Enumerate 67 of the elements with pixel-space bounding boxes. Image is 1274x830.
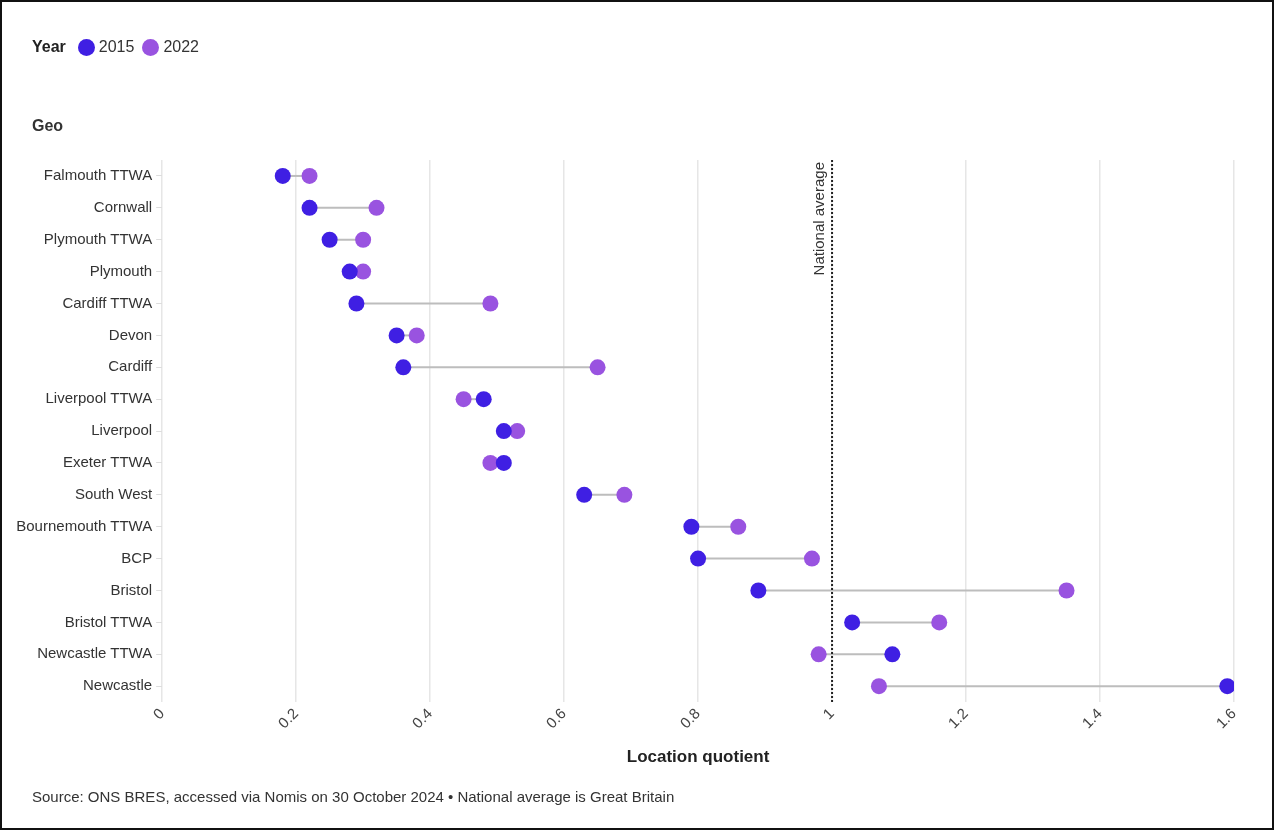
point [683,518,700,535]
y-tick-label: Newcastle TTWA [37,644,153,662]
point [884,646,901,663]
point [495,423,512,440]
y-tick-label: Bristol TTWA [64,612,153,630]
y-tick-label: Newcastle [82,676,153,694]
legend-label: 2015 [98,38,135,56]
point [803,550,820,567]
point [616,486,633,503]
point [750,582,767,599]
point [475,391,492,408]
legend-title: Year [32,38,66,56]
x-tick-label: 0 [149,704,168,723]
y-axis-title: Geo [32,117,64,135]
point [368,199,385,216]
y-tick-label: South West [74,484,153,502]
point [589,359,606,376]
y-tick-label: Exeter TTWA [62,453,153,471]
x-tick-label: 0.2 [274,704,302,732]
point [348,295,365,312]
y-tick-label: Plymouth TTWA [43,229,153,247]
point [274,167,291,184]
point [730,518,747,535]
x-tick-label: 0.6 [542,704,570,732]
x-axis-title: Location quotient [626,747,770,767]
y-tick-label: Plymouth [89,261,153,279]
point [388,327,405,344]
x-tick-label: 1.2 [944,704,972,732]
point [301,167,318,184]
legend-label: 2022 [163,38,199,56]
point [301,199,318,216]
point [355,263,372,280]
y-tick-label: Liverpool [91,421,153,439]
point [509,423,526,440]
x-tick-label: 1.4 [1078,704,1106,732]
point [408,327,425,344]
x-tick-label: 1 [819,704,838,723]
y-tick-label: Bournemouth TTWA [16,516,153,534]
y-tick-label: Cardiff TTWA [62,293,153,311]
point [482,295,499,312]
point [870,678,887,695]
y-tick-label: Falmouth TTWA [43,166,153,184]
point [395,359,412,376]
point [455,391,472,408]
point [1219,678,1234,695]
y-tick-label: Bristol [110,580,153,598]
ref-line-label: National average [809,162,827,276]
y-tick-label: Cornwall [93,197,153,215]
y-tick-label: Liverpool TTWA [45,389,153,407]
point [931,614,948,631]
point [690,550,707,567]
point [355,231,372,248]
y-tick-label: BCP [121,548,153,566]
point [341,263,358,280]
point [844,614,861,631]
point [810,646,827,663]
x-tick-label: 1.6 [1212,704,1240,732]
point [482,454,499,471]
x-tick-label: 0.4 [408,704,436,732]
point [495,454,512,471]
x-tick-label: 0.8 [676,704,704,732]
source-note: Source: ONS BRES, accessed via Nomis on 30 October 2024 • National average is Great Britain [32,788,675,805]
point [321,231,338,248]
point [576,486,593,503]
point [1058,582,1075,599]
y-tick-label: Cardiff [108,357,153,375]
y-tick-label: Devon [108,325,153,343]
